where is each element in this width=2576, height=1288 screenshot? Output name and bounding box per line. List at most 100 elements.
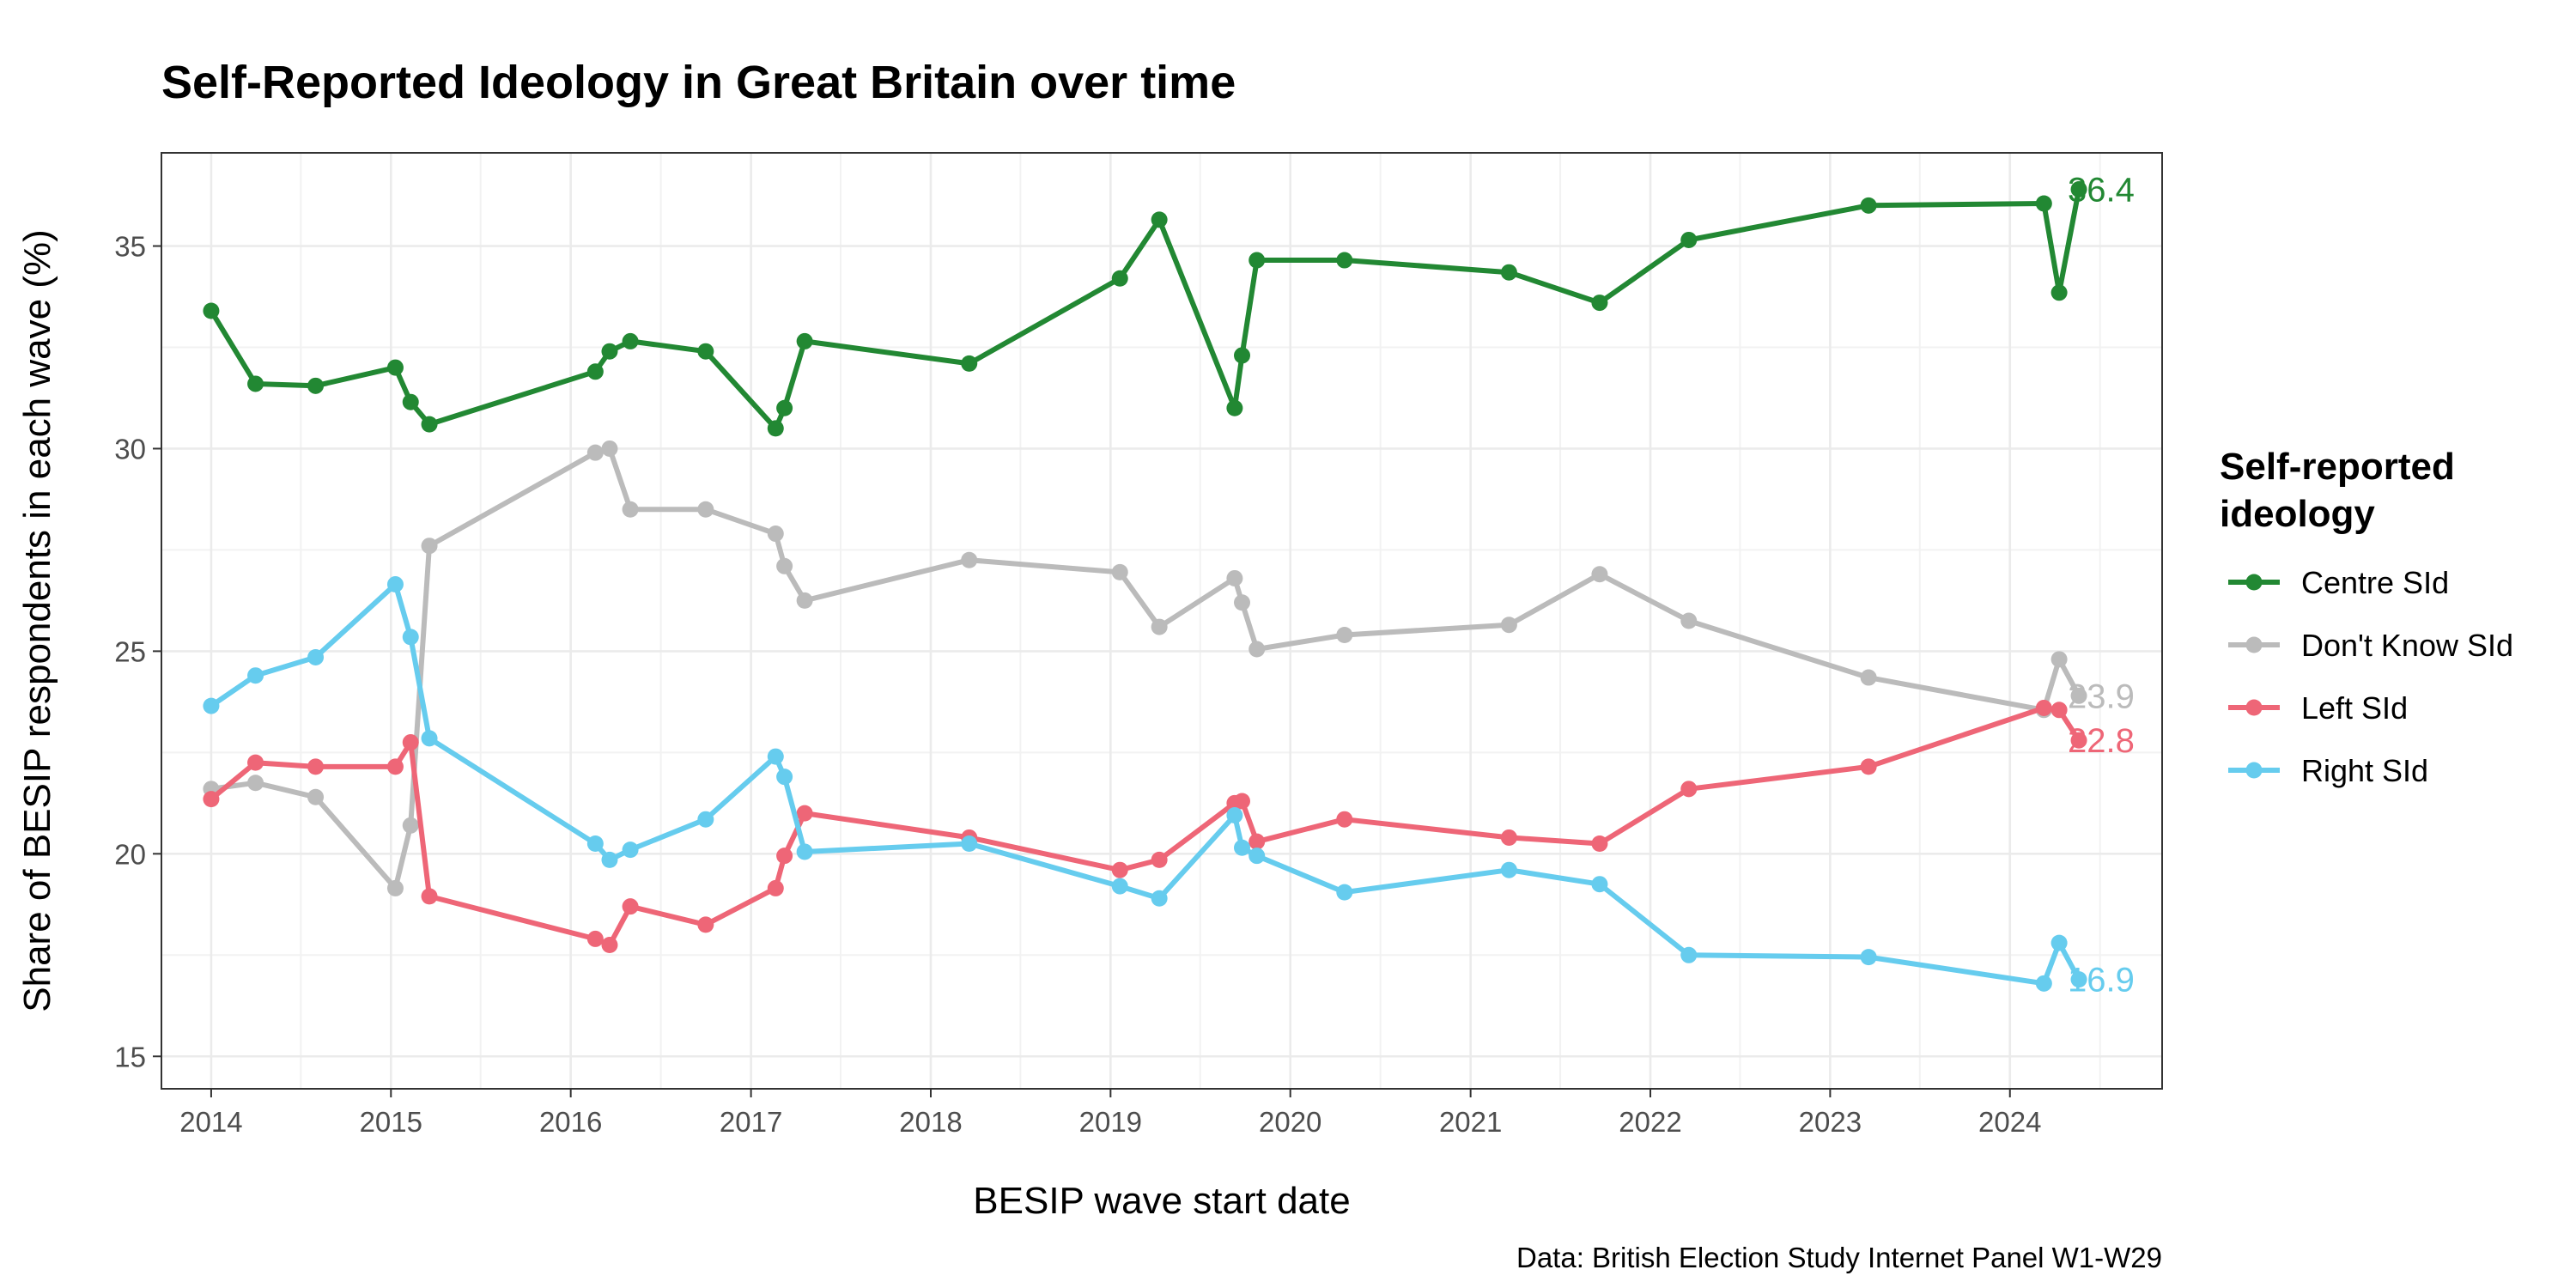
- data-point: [421, 888, 438, 905]
- x-tick-label: 2017: [720, 1106, 782, 1138]
- data-point: [1151, 851, 1168, 868]
- data-point: [2050, 284, 2068, 301]
- x-tick-label: 2018: [899, 1106, 962, 1138]
- data-point: [1591, 295, 1608, 312]
- data-point: [622, 332, 639, 349]
- data-point: [2050, 651, 2068, 668]
- legend-label: Centre SId: [2301, 565, 2449, 600]
- data-point: [961, 835, 978, 853]
- data-point: [622, 898, 639, 915]
- data-point: [1111, 563, 1128, 580]
- panel-border: [161, 152, 2163, 1090]
- data-point: [622, 841, 639, 859]
- series-layer: [203, 180, 2087, 992]
- legend-key-point: [2245, 699, 2263, 716]
- x-axis-title: BESIP wave start date: [973, 1180, 1350, 1222]
- data-point: [1233, 793, 1250, 810]
- data-point: [402, 734, 419, 751]
- data-point: [402, 817, 419, 834]
- data-point: [247, 667, 264, 684]
- data-point: [1249, 848, 1266, 865]
- data-point: [1860, 669, 1877, 686]
- data-point: [1233, 594, 1250, 611]
- data-point: [961, 551, 978, 568]
- legend-label: Don't Know SId: [2301, 628, 2513, 663]
- data-point: [1233, 347, 1250, 364]
- data-point: [1249, 641, 1266, 658]
- data-point: [697, 343, 714, 360]
- data-point: [1151, 890, 1168, 907]
- data-point: [1680, 946, 1698, 963]
- data-point: [796, 592, 813, 609]
- data-point: [2070, 180, 2087, 197]
- x-tick-label: 2024: [1978, 1106, 2041, 1138]
- data-point: [586, 444, 604, 461]
- data-point: [767, 879, 784, 896]
- data-point: [203, 791, 220, 808]
- series-don-t-know-sid: [203, 440, 2087, 896]
- y-tick-label: 30: [114, 433, 146, 465]
- data-point: [2070, 971, 2087, 988]
- data-point: [767, 526, 784, 543]
- legend: Self-reported ideology Centre SId Don't Kno…: [2220, 446, 2513, 788]
- data-point: [1336, 252, 1353, 269]
- data-point: [203, 697, 220, 714]
- data-point: [386, 879, 404, 896]
- data-point: [796, 843, 813, 860]
- data-point: [1860, 758, 1877, 775]
- legend-title: ideology: [2220, 493, 2375, 535]
- end-label: 16.9: [2068, 962, 2135, 999]
- x-tick-label: 2022: [1619, 1106, 1681, 1138]
- data-point: [307, 758, 325, 775]
- chart-title: Self-Reported Ideology in Great Britain …: [161, 57, 1236, 108]
- legend-key-point: [2245, 636, 2263, 653]
- data-point: [601, 343, 618, 360]
- legend-item: Don't Know SId: [2228, 628, 2513, 663]
- data-point: [1233, 839, 1250, 856]
- x-tick-label: 2019: [1079, 1106, 1142, 1138]
- data-point: [1680, 612, 1698, 629]
- data-point: [1336, 627, 1353, 644]
- data-point: [586, 363, 604, 380]
- data-point: [2035, 195, 2052, 212]
- end-label: 22.8: [2068, 722, 2135, 760]
- data-point: [386, 359, 404, 376]
- data-point: [1680, 781, 1698, 798]
- data-point: [1336, 811, 1353, 828]
- data-point: [601, 851, 618, 868]
- data-point: [2070, 732, 2087, 749]
- data-point: [1111, 270, 1128, 287]
- data-point: [601, 440, 618, 457]
- data-point: [1500, 829, 1517, 846]
- data-point: [1591, 566, 1608, 583]
- data-point: [307, 648, 325, 665]
- y-tick-label: 35: [114, 231, 146, 263]
- data-point: [247, 775, 264, 792]
- data-point: [697, 501, 714, 518]
- y-tick-label: 15: [114, 1041, 146, 1072]
- data-point: [1680, 231, 1698, 248]
- data-point: [767, 748, 784, 765]
- legend-item: Left SId: [2228, 690, 2408, 726]
- end-label: 36.4: [2068, 171, 2135, 209]
- data-point: [776, 848, 793, 865]
- data-point: [1591, 835, 1608, 853]
- data-point: [1500, 861, 1517, 878]
- data-point: [1860, 197, 1877, 214]
- data-point: [1249, 833, 1266, 850]
- data-point: [203, 302, 220, 319]
- legend-label: Left SId: [2301, 690, 2408, 726]
- data-point: [421, 730, 438, 747]
- data-point: [421, 538, 438, 555]
- data-point: [776, 399, 793, 416]
- legend-title: Self-reported: [2220, 446, 2455, 488]
- legend-item: Right SId: [2228, 753, 2428, 788]
- data-point: [1226, 399, 1243, 416]
- data-point: [796, 805, 813, 822]
- data-point: [386, 576, 404, 593]
- data-point: [586, 835, 604, 853]
- x-tick-label: 2015: [360, 1106, 422, 1138]
- data-point: [1591, 876, 1608, 893]
- data-point: [386, 758, 404, 775]
- end-label: 23.9: [2068, 677, 2135, 715]
